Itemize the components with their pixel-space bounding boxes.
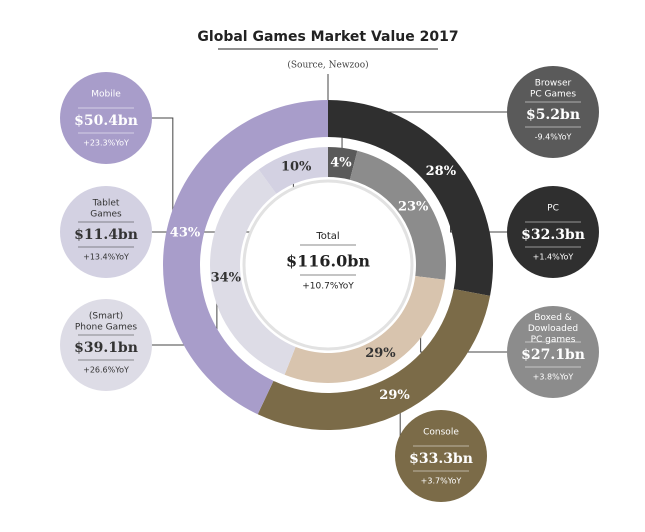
chart-title: Global Games Market Value 2017 [197,29,458,45]
callout-name: PC [547,204,559,214]
percent-label: 10% [281,160,312,175]
percent-label: 23% [398,200,429,215]
callouts: PC $32.3bn +1.4%YoY Console $33.3bn +3.7%YoY M… [60,66,599,502]
callout-change: +26.6%YoY [83,366,129,375]
ring-segment [210,169,296,375]
callout [507,186,599,278]
callout [60,72,152,164]
percent-label: 29% [365,346,396,361]
ring-segment [284,276,446,383]
callout-name: Mobile [91,90,121,100]
callout-amount: $5.2bn [526,107,580,123]
callout [60,299,152,391]
percent-label: 4% [330,155,352,170]
ring-segment [328,147,358,180]
callout-amount: $33.3bn [409,451,473,467]
callout-change: +1.4%YoY [533,253,574,262]
callout-amount: $39.1bn [74,340,138,356]
ring-segment [349,150,446,280]
callout-change: +3.7%YoY [421,477,462,486]
chart-subtitle: (Source, Newzoo) [287,60,368,71]
callout-change: -9.4%YoY [535,133,572,142]
callout-name: Browser PC Games [530,78,576,99]
ring-segment [258,147,328,194]
callout [395,410,487,502]
callout-name: Console [423,428,459,438]
center-amount: $116.0bn [286,252,370,271]
callout-name: Tablet Games [90,198,122,219]
callout-change: +3.8%YoY [533,373,574,382]
percent-label: 28% [426,164,457,179]
callout-change: +13.4%YoY [83,253,129,262]
callout-name: Boxed & Dowloaded PC games [528,313,578,345]
callout-amount: $32.3bn [521,227,585,243]
ring-segment [162,100,328,415]
callout [507,66,599,158]
percent-label: 43% [170,226,201,241]
rings: 28% 29% 43% 4% 23% 29% 34% 10% [162,100,493,430]
callout-amount: $27.1bn [521,347,585,363]
center-circle [242,179,414,351]
center-label: Total [315,231,339,242]
callout [507,306,599,398]
percent-label: 34% [211,270,242,285]
ring-segment [257,288,491,430]
center-change: +10.7%YoY [302,282,354,292]
callout [60,186,152,278]
callout-change: +23.3%YoY [83,139,129,148]
callout-amount: $11.4bn [74,227,138,243]
callout-name: (Smart) Phone Games [75,311,138,332]
ring-segment [328,100,493,296]
callout-amount: $50.4bn [74,113,138,129]
percent-label: 29% [379,388,410,403]
